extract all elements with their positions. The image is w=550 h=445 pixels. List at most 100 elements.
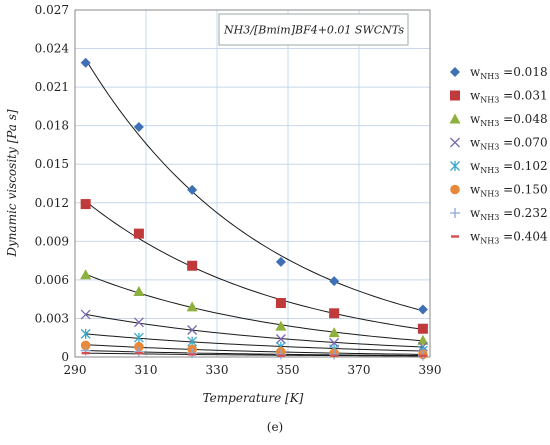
data-point (187, 184, 198, 195)
chart-annotation: NH3/[Bmim]BF4+0.01 SWCNTs (223, 24, 404, 37)
data-point (80, 269, 92, 280)
legend-label-prefix: w (470, 136, 481, 150)
legend-label-prefix: w (470, 230, 481, 244)
data-point (418, 354, 427, 357)
data-point (275, 320, 287, 331)
legend-label-subscript: NH3 (480, 72, 499, 81)
legend-item-8: wNH3 =0.404 (451, 230, 548, 246)
data-point (133, 346, 144, 357)
x-tick-labels: 290 310 330 350 370 390 (64, 363, 442, 377)
legend-label-value: =0.102 (499, 159, 547, 173)
series-8-points (81, 351, 427, 357)
x-tick-label: 390 (419, 363, 442, 377)
y-axis-title: Dynamic viscosity [Pa s] (5, 109, 19, 258)
data-point (328, 327, 340, 338)
legend-label-value: =0.150 (499, 183, 547, 197)
legend-label-value: =0.232 (499, 206, 547, 220)
y-tick-label: 0.021 (35, 80, 69, 94)
series-1-points (80, 57, 428, 315)
y-tick-label: 0.006 (35, 273, 69, 287)
legend-marker (450, 90, 460, 101)
data-point (134, 351, 143, 355)
legend-label-value: =0.048 (499, 112, 547, 126)
data-point (275, 256, 286, 267)
data-point (329, 349, 340, 360)
legend-label-subscript: NH3 (480, 143, 499, 152)
data-point (134, 341, 144, 352)
x-tick-label: 290 (64, 363, 87, 377)
y-tick-label: 0.009 (35, 234, 69, 248)
series-2-points (80, 199, 428, 334)
legend-item-3: wNH3 =0.048 (449, 112, 548, 128)
legend-marker (451, 235, 459, 238)
data-point (80, 57, 91, 68)
legend-label: wNH3 =0.031 (470, 89, 548, 105)
data-point (329, 276, 340, 287)
legend-label: wNH3 =0.048 (470, 112, 548, 128)
legend-marker (449, 113, 461, 124)
legend-label-value: =0.070 (499, 136, 547, 150)
data-point (133, 317, 144, 328)
y-tick-label: 0.015 (35, 157, 69, 171)
grid-lines (74, 9, 431, 358)
legend-label: wNH3 =0.232 (470, 206, 548, 222)
legend-label-prefix: w (470, 206, 481, 220)
data-point (187, 325, 198, 335)
y-tick-label: 0.024 (35, 42, 70, 56)
legend-label-subscript: NH3 (480, 119, 499, 128)
legend-marker (450, 161, 460, 171)
legend-label-prefix: w (470, 112, 481, 126)
legend-item-2: wNH3 =0.031 (450, 89, 548, 105)
legend-marker (450, 137, 460, 148)
legend-item-1: wNH3 =0.018 (450, 65, 548, 81)
legend-marker (450, 184, 460, 195)
y-tick-label: 0.018 (35, 119, 69, 133)
legend-label-subscript: NH3 (480, 190, 499, 199)
legend-label-prefix: w (470, 89, 481, 103)
data-point (133, 121, 144, 132)
legend-label-subscript: NH3 (480, 166, 499, 175)
data-point (80, 199, 91, 210)
y-tick-label: 0.003 (35, 311, 69, 325)
x-axis-title: Temperature [K] (203, 391, 304, 405)
data-point (187, 348, 198, 359)
data-point (275, 349, 286, 360)
y-tick-labels: 0 0.003 0.006 0.009 0.012 0.015 0.018 0.021 0.02… (35, 3, 70, 364)
legend-label-value: =0.404 (499, 230, 548, 244)
trend-curve-1 (85, 59, 424, 312)
legend-item-6: wNH3 =0.150 (450, 183, 548, 199)
annotation-box (218, 13, 409, 46)
data-point (275, 334, 286, 344)
trend-curve-4 (85, 313, 423, 348)
data-point (81, 351, 90, 355)
trend-curve-2 (85, 200, 423, 330)
data-points (80, 57, 429, 361)
data-point (186, 301, 198, 312)
legend-item-7: wNH3 =0.232 (450, 206, 548, 222)
legend-marker (450, 67, 460, 77)
data-point (417, 334, 429, 345)
legend-label-subscript: NH3 (480, 96, 499, 105)
x-tick-label: 370 (348, 363, 371, 377)
data-point (133, 228, 144, 239)
legend-item-4: wNH3 =0.070 (450, 136, 548, 152)
trend-curve-3 (85, 273, 423, 342)
x-tick-label: 350 (277, 363, 300, 377)
legend-label-prefix: w (470, 183, 481, 197)
trend-curves (85, 59, 424, 357)
x-tick-label: 310 (135, 363, 158, 377)
y-tick-label: 0 (61, 350, 69, 364)
legend-item-5: wNH3 =0.102 (450, 159, 548, 175)
legend-label: wNH3 =0.404 (470, 230, 548, 246)
viscosity-chart: 0 0.003 0.006 0.009 0.012 0.015 0.018 0.021 0.02… (5, 3, 548, 405)
data-point (80, 328, 91, 339)
series-3-points (80, 269, 429, 345)
data-point (276, 354, 285, 357)
figure-caption: (e) (266, 420, 284, 434)
legend-label: wNH3 =0.102 (470, 159, 548, 175)
data-point (187, 260, 198, 271)
trend-curve-5 (85, 333, 423, 352)
y-tick-label: 0.027 (35, 3, 69, 17)
data-point (188, 353, 197, 356)
